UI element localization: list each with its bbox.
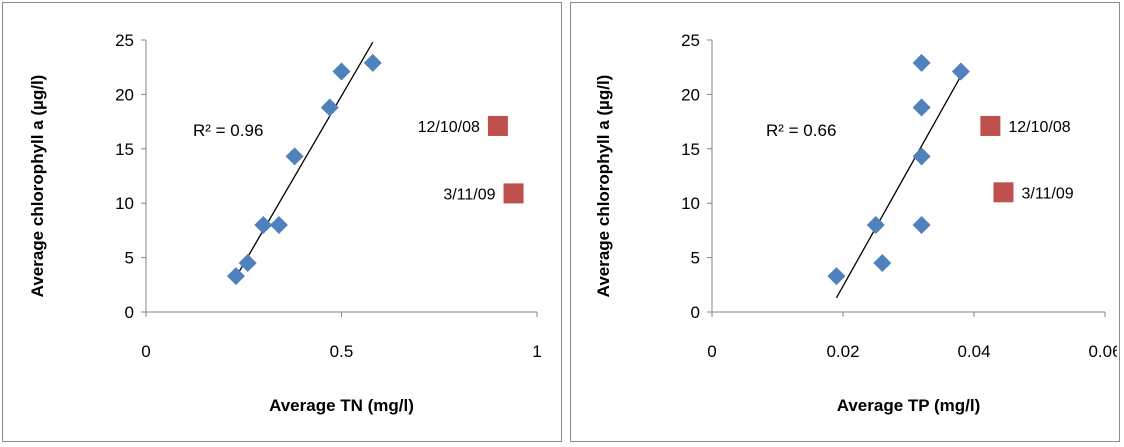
- tp-y-tick-label: 25: [681, 31, 700, 50]
- tn-data-point: [285, 147, 304, 166]
- tn-data-point: [332, 62, 351, 81]
- tn-outlier-point: [487, 115, 508, 136]
- tp-x-tick-label: 0.02: [826, 342, 859, 361]
- tp-y-tick-label: 10: [681, 194, 700, 213]
- tp-data-point: [866, 215, 885, 234]
- tp-r-squared-label: R² = 0.66: [766, 121, 836, 140]
- tp-y-tick-label: 20: [681, 85, 700, 104]
- tn-outlier-point: [503, 183, 524, 204]
- tn-data-point: [269, 215, 288, 234]
- tn-x-tick-label: 1: [532, 342, 541, 361]
- tn-data-point: [363, 53, 382, 72]
- tn-y-tick-label: 10: [115, 194, 134, 213]
- tn-x-tick-label: 0.5: [330, 342, 354, 361]
- tn-outlier-label: 3/11/09: [443, 186, 495, 203]
- tn-chart-panel: 0 5 10 15 20 25 0 0.5 1 Average TN (mg/l) Average …: [2, 2, 562, 442]
- tp-data-point: [912, 98, 931, 117]
- tp-chart-panel: 0 5 10 15 20 25 0 0.02 0.04 0.06 Average TP (mg/l)…: [570, 2, 1120, 442]
- tn-data-point: [238, 254, 257, 273]
- tp-data-point: [827, 267, 846, 286]
- tp-data-point: [951, 62, 970, 81]
- tp-x-axis-title: Average TP (mg/l): [837, 396, 981, 415]
- tn-x-axis-title: Average TN (mg/l): [269, 396, 414, 415]
- tp-x-tick-label: 0.06: [1088, 342, 1117, 361]
- tn-x-tick-label: 0: [141, 342, 150, 361]
- tn-y-tick-label: 25: [115, 31, 134, 50]
- tp-trendline: [835, 75, 962, 299]
- tn-trendline: [235, 41, 374, 278]
- tn-data-point: [320, 98, 339, 117]
- tp-data-point: [912, 215, 931, 234]
- tn-y-axis-title: Average chlorophyll a (µg/l): [28, 75, 47, 298]
- tp-outlier-label: 12/10/08: [1008, 119, 1070, 136]
- tp-y-tick-label: 15: [681, 140, 700, 159]
- tp-data-point: [873, 254, 892, 273]
- tn-y-tick-label: 0: [125, 303, 134, 322]
- tp-data-point: [912, 147, 931, 166]
- tn-outlier-label: 12/10/08: [418, 119, 480, 136]
- tp-data-point: [912, 53, 931, 72]
- tp-y-tick-label: 5: [691, 249, 700, 268]
- tp-y-tick-label: 0: [691, 303, 700, 322]
- tn-scatter-chart: 0 5 10 15 20 25 0 0.5 1 Average TN (mg/l) Average …: [28, 31, 542, 415]
- tp-outlier-label: 3/11/09: [1021, 185, 1073, 202]
- tn-y-tick-label: 5: [125, 249, 134, 268]
- tn-y-tick-label: 20: [115, 85, 134, 104]
- tn-y-tick-label: 15: [115, 140, 134, 159]
- tp-y-axis-title: Average chlorophyll a (µg/l): [594, 75, 613, 298]
- tp-outlier-point: [980, 115, 1001, 136]
- tp-x-tick-label: 0.04: [957, 342, 990, 361]
- tp-outlier-point: [993, 182, 1014, 203]
- tp-scatter-chart: 0 5 10 15 20 25 0 0.02 0.04 0.06 Average TP (mg/l)…: [594, 31, 1117, 415]
- tn-r-squared-label: R² = 0.96: [193, 121, 263, 140]
- tn-data-point: [226, 267, 245, 286]
- tp-x-tick-label: 0: [707, 342, 716, 361]
